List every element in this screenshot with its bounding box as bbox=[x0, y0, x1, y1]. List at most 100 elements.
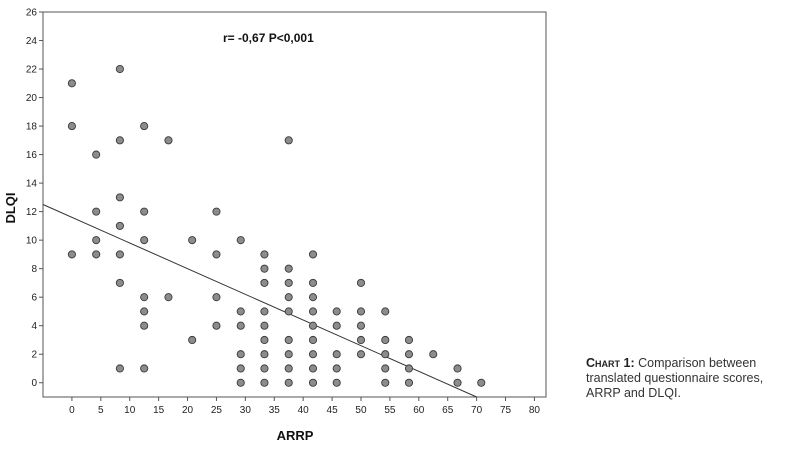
data-point bbox=[284, 378, 293, 387]
x-tick-label: 45 bbox=[327, 405, 339, 416]
data-point bbox=[260, 364, 269, 373]
x-tick-label: 80 bbox=[529, 405, 541, 416]
y-tick-label: 24 bbox=[26, 36, 38, 47]
data-point bbox=[236, 350, 245, 359]
data-point bbox=[212, 321, 221, 330]
x-tick-label: 5 bbox=[98, 405, 104, 416]
y-tick-label: 12 bbox=[26, 207, 38, 218]
data-point bbox=[260, 264, 269, 273]
y-tick-label: 22 bbox=[26, 65, 38, 76]
data-point bbox=[236, 321, 245, 330]
y-tick-label: 20 bbox=[26, 93, 38, 104]
chart-annotation: r= -0,67 P<0,001 bbox=[223, 31, 314, 45]
data-point bbox=[260, 250, 269, 259]
x-axis-ticks: 0 5 10 15 20 25 30 35 40 45 50 55 60 65 70 75 80 bbox=[69, 397, 540, 416]
x-tick-label: 40 bbox=[298, 405, 310, 416]
caption-label: Chart 1: bbox=[586, 356, 635, 370]
y-tick-label: 0 bbox=[31, 378, 37, 389]
data-point bbox=[453, 378, 462, 387]
data-point bbox=[356, 335, 366, 345]
data-point bbox=[404, 350, 414, 359]
x-tick-label: 50 bbox=[355, 405, 367, 416]
data-point bbox=[140, 122, 149, 131]
x-tick-label: 35 bbox=[269, 405, 281, 416]
data-point bbox=[284, 136, 293, 145]
data-point bbox=[404, 364, 414, 373]
data-point bbox=[92, 250, 101, 259]
data-point bbox=[188, 335, 197, 345]
data-point bbox=[212, 207, 221, 216]
data-point bbox=[332, 364, 341, 373]
data-point bbox=[332, 307, 341, 316]
data-point bbox=[188, 236, 197, 245]
data-point bbox=[284, 278, 293, 287]
data-point bbox=[356, 307, 366, 316]
data-point bbox=[115, 278, 124, 287]
data-point bbox=[164, 136, 173, 145]
data-point bbox=[260, 307, 269, 316]
data-point bbox=[140, 364, 149, 373]
data-point bbox=[284, 307, 293, 316]
x-tick-label: 60 bbox=[413, 405, 425, 416]
data-point bbox=[140, 207, 149, 216]
data-point bbox=[164, 293, 173, 302]
data-point bbox=[308, 350, 318, 359]
y-tick-label: 18 bbox=[26, 122, 38, 133]
data-point bbox=[356, 321, 366, 330]
y-tick-label: 2 bbox=[31, 350, 37, 361]
data-point bbox=[453, 364, 462, 373]
data-point bbox=[308, 307, 318, 316]
data-point bbox=[140, 236, 149, 245]
y-axis-title: DLQI bbox=[3, 192, 18, 223]
data-point bbox=[212, 250, 221, 259]
data-point bbox=[260, 278, 269, 287]
data-point bbox=[381, 307, 390, 316]
caption-text: Comparison between translated questionna… bbox=[586, 356, 764, 400]
data-point bbox=[212, 293, 221, 302]
data-point bbox=[477, 378, 486, 387]
data-point bbox=[236, 236, 245, 245]
data-point bbox=[284, 264, 293, 273]
data-point bbox=[140, 321, 149, 330]
data-point bbox=[260, 321, 269, 330]
data-point bbox=[140, 307, 149, 316]
data-point bbox=[356, 350, 366, 359]
data-point bbox=[115, 64, 124, 74]
y-tick-label: 16 bbox=[26, 150, 38, 161]
data-point bbox=[67, 122, 76, 131]
y-tick-label: 10 bbox=[26, 236, 38, 247]
x-tick-label: 75 bbox=[500, 405, 512, 416]
data-point bbox=[381, 378, 390, 387]
data-point bbox=[67, 79, 76, 88]
x-tick-label: 70 bbox=[471, 405, 483, 416]
data-point bbox=[308, 278, 318, 287]
data-point bbox=[429, 350, 438, 359]
data-point bbox=[308, 335, 318, 345]
data-point bbox=[140, 293, 149, 302]
data-point bbox=[381, 350, 390, 359]
x-axis-title: ARRP bbox=[277, 428, 314, 443]
data-point bbox=[115, 364, 124, 373]
data-point bbox=[284, 335, 293, 345]
y-tick-label: 4 bbox=[31, 321, 37, 332]
data-point bbox=[115, 193, 124, 202]
data-point bbox=[92, 236, 101, 245]
data-point bbox=[260, 350, 269, 359]
data-point bbox=[356, 278, 366, 287]
x-tick-label: 10 bbox=[124, 405, 136, 416]
chart-caption: Chart 1: Comparison between translated q… bbox=[586, 356, 791, 401]
data-point bbox=[115, 221, 124, 230]
data-point bbox=[332, 350, 341, 359]
data-point bbox=[332, 321, 341, 330]
data-point bbox=[92, 150, 101, 159]
data-point bbox=[236, 364, 245, 373]
data-point bbox=[284, 350, 293, 359]
data-points bbox=[67, 64, 486, 387]
data-point bbox=[308, 364, 318, 373]
regression-line bbox=[42, 204, 477, 398]
x-tick-label: 0 bbox=[69, 405, 75, 416]
data-point bbox=[92, 207, 101, 216]
data-point bbox=[308, 293, 318, 302]
x-tick-label: 25 bbox=[211, 405, 223, 416]
